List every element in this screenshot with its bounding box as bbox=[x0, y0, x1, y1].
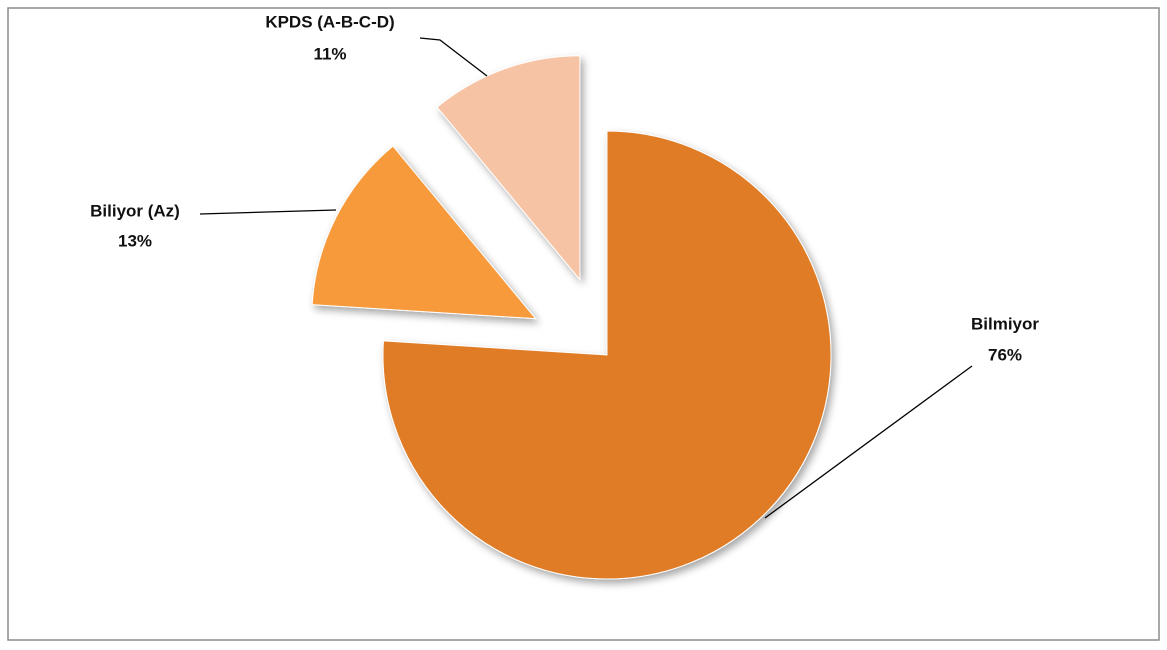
slice-value-label: 76% bbox=[988, 345, 1022, 364]
leader-line bbox=[419, 37, 488, 77]
slice-label: KPDS (A-B-C-D) bbox=[265, 12, 394, 31]
leader-line bbox=[199, 209, 337, 215]
pie-slice bbox=[436, 55, 581, 282]
slice-label: Biliyor (Az) bbox=[90, 201, 180, 220]
pie-slice bbox=[311, 145, 537, 320]
slice-label: Bilmiyor bbox=[971, 314, 1039, 333]
leader-line bbox=[764, 365, 973, 519]
slice-value-label: 11% bbox=[313, 44, 346, 63]
pie-slice bbox=[382, 130, 832, 580]
slice-value-label: 13% bbox=[118, 231, 152, 250]
